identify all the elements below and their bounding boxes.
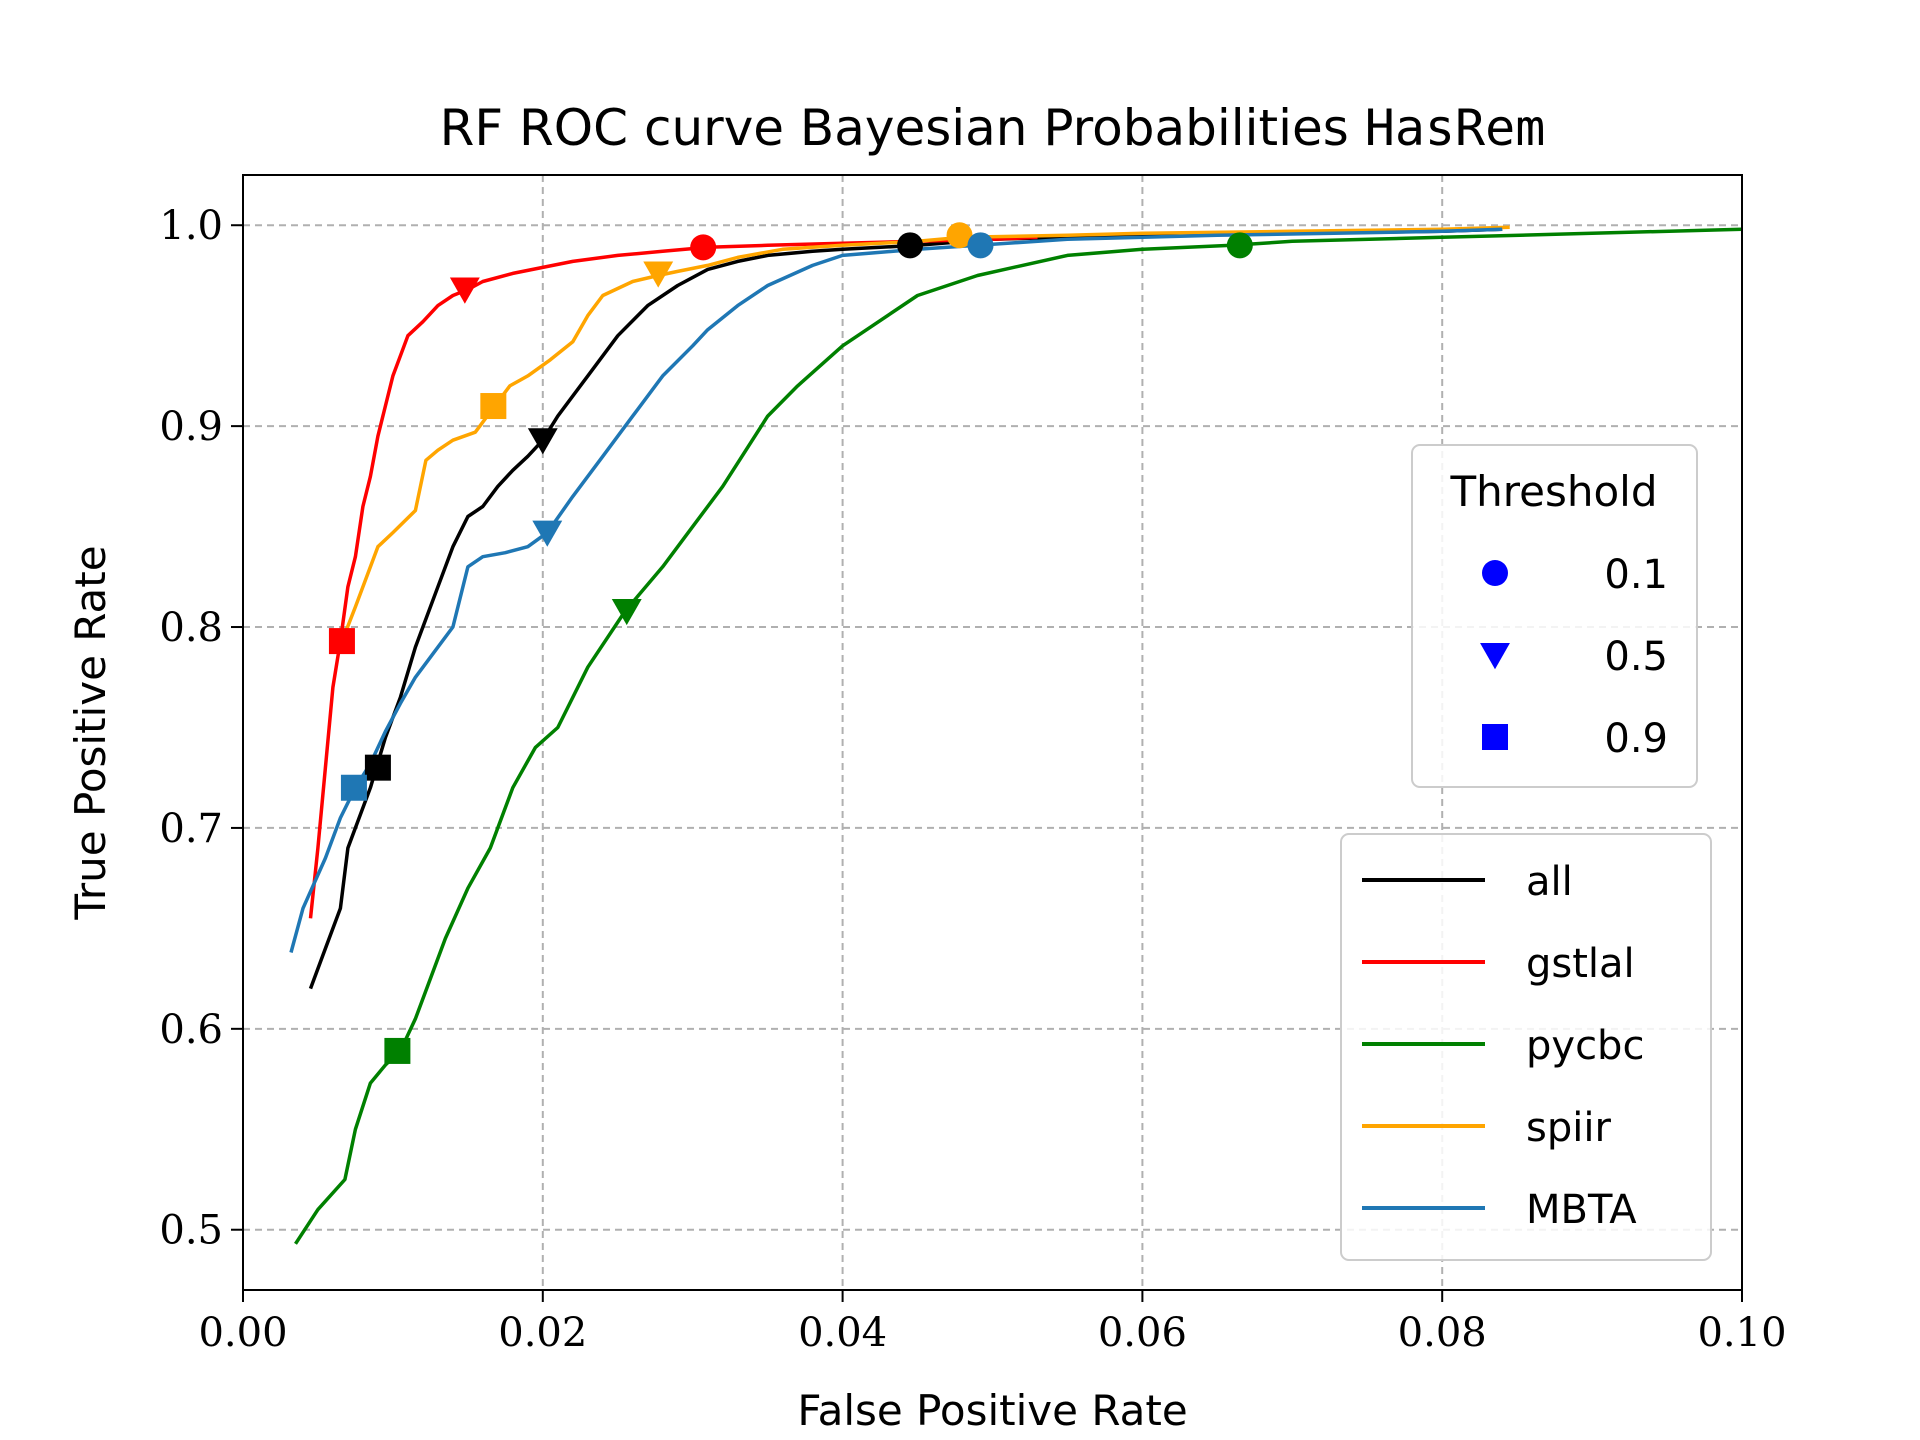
y-tick-label: 0.5 xyxy=(159,1208,223,1254)
marker-pycbc-circle xyxy=(1226,232,1253,259)
marker-all-triangle xyxy=(527,428,558,455)
y-tick-label: 1.0 xyxy=(159,203,223,249)
threshold-legend-label: 0.9 xyxy=(1604,716,1668,762)
series-legend-label: all xyxy=(1526,859,1573,905)
y-tick-label: 0.9 xyxy=(159,404,223,450)
series-line-all xyxy=(308,227,1503,990)
x-axis-ticks: 0.00 0.02 0.04 0.06 0.08 0.10 xyxy=(198,1290,1787,1356)
y-tick-label: 0.8 xyxy=(159,605,223,651)
threshold-legend-marker-square xyxy=(1482,724,1508,750)
marker-all-circle xyxy=(897,232,924,259)
marker-pycbc-square xyxy=(384,1037,411,1064)
marker-mbta-triangle xyxy=(532,520,563,547)
series-legend-box xyxy=(1340,833,1712,1261)
marker-gstlal-square xyxy=(328,628,355,655)
marker-gstlal-circle xyxy=(690,234,717,261)
threshold-legend-box xyxy=(1411,444,1698,788)
threshold-legend: Threshold 0.1 0.5 0.9 xyxy=(1411,444,1698,788)
series-line-gstlal xyxy=(308,235,1038,919)
y-axis-label: True Positive Rate xyxy=(66,545,115,920)
marker-spiir-circle xyxy=(946,222,973,249)
marker-gstlal-triangle xyxy=(449,277,480,304)
threshold-legend-title: Threshold xyxy=(1450,467,1658,516)
threshold-legend-label: 0.5 xyxy=(1604,634,1668,680)
y-tick-label: 0.6 xyxy=(159,1007,223,1053)
marker-mbta-circle xyxy=(967,232,994,259)
marker-mbta-square xyxy=(340,774,367,801)
plot-frame xyxy=(242,174,1743,1291)
x-tick-label: 0.08 xyxy=(1398,1310,1487,1356)
marker-spiir-triangle xyxy=(643,261,674,288)
series-legend-label: MBTA xyxy=(1526,1187,1637,1233)
y-axis-ticks: 0.5 0.6 0.7 0.8 0.9 1.0 xyxy=(159,203,243,1254)
series-line-mbta xyxy=(289,227,1503,953)
chart-title-main: RF ROC curve Bayesian Probabilities xyxy=(440,99,1365,157)
series-legend-label: spiir xyxy=(1526,1105,1611,1151)
series-legend-label: pycbc xyxy=(1526,1023,1644,1069)
threshold-legend-marker-circle xyxy=(1482,560,1508,586)
series-legend-label: gstlal xyxy=(1526,941,1635,987)
x-tick-label: 0.10 xyxy=(1697,1310,1786,1356)
threshold-legend-marker-triangle xyxy=(1480,643,1510,670)
y-tick-label: 0.7 xyxy=(159,806,223,852)
x-tick-label: 0.04 xyxy=(798,1310,887,1356)
x-tick-label: 0.02 xyxy=(498,1310,587,1356)
marker-spiir-square xyxy=(480,393,507,420)
chart-title-mono: HasRem xyxy=(1365,99,1546,157)
x-tick-label: 0.00 xyxy=(198,1310,287,1356)
series-legend: all gstlal pycbc spiir MBTA xyxy=(1340,833,1712,1261)
threshold-markers xyxy=(328,222,1253,1064)
series-line-spiir xyxy=(335,225,1510,654)
x-axis-label: False Positive Rate xyxy=(797,1386,1187,1435)
threshold-legend-label: 0.1 xyxy=(1604,552,1668,598)
chart-title: RF ROC curve Bayesian Probabilities HasR… xyxy=(440,99,1546,157)
x-tick-label: 0.06 xyxy=(1098,1310,1187,1356)
marker-pycbc-triangle xyxy=(611,598,642,626)
marker-all-square xyxy=(364,754,391,781)
